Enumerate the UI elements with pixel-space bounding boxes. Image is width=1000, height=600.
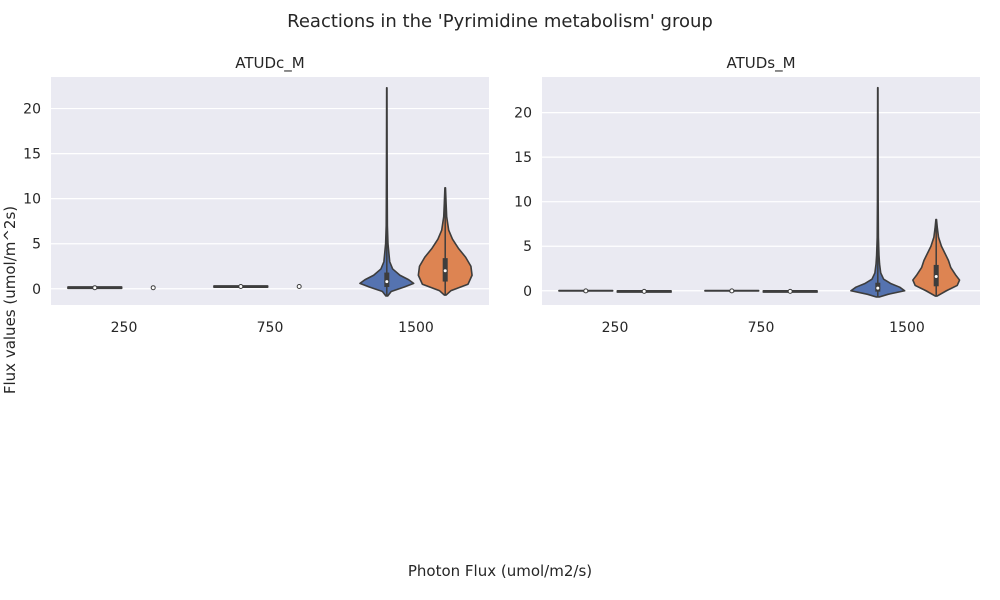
violin-median-dot [384,279,390,285]
plot-background [51,77,489,305]
y-tick-label: 10 [23,192,41,208]
subplot-title: ATUDc_M [235,54,304,73]
y-tick-label: 10 [514,195,532,211]
figure-title: Reactions in the 'Pyrimidine metabolism'… [287,11,713,32]
violin-median-dot [729,288,735,294]
violin-median-dot [442,268,448,274]
violin-median-dot [787,288,793,294]
y-tick-label: 0 [32,282,41,298]
violin-median-dot [583,288,589,294]
subplot-atudc-m: 0 5 10 15 20 250 750 1500 ATUDc_M [23,54,489,336]
subplot-atuds-m: 0 5 10 15 20 250 750 1500 ATUDs_M [514,54,980,336]
x-tick-label: 250 [111,320,138,336]
violin-median-dot [875,285,881,291]
plot-background [542,77,980,305]
x-axis-label: Photon Flux (umol/m2/s) [408,562,592,580]
x-tick-label: 1500 [398,320,434,336]
violin-median-dot [296,284,302,290]
x-tick-label: 750 [748,320,775,336]
y-tick-label: 20 [23,102,41,118]
x-tick-label: 750 [257,320,284,336]
violin-median-dot [150,285,156,291]
y-tick-label: 5 [32,237,41,253]
violin-median-dot [92,285,98,291]
subplot-title: ATUDs_M [726,54,795,73]
y-tick-label: 20 [514,106,532,122]
y-tick-label: 5 [523,239,532,255]
violin-median-dot [933,274,939,279]
x-tick-label: 1500 [889,320,925,336]
violin-median-dot [641,288,647,294]
y-tick-label: 0 [523,284,532,300]
y-tick-label: 15 [23,147,41,163]
y-axis-label: Flux values (umol/m^2s) [1,206,19,394]
x-tick-label: 250 [602,320,629,336]
violin-median-dot [238,284,244,290]
y-tick-label: 15 [514,150,532,166]
